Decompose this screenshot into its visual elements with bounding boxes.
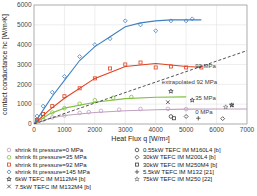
legend-label: 7.5kW TEFC IM M132M4 [b]	[15, 184, 91, 190]
line	[34, 51, 247, 124]
annotation: 35 MPa	[195, 95, 216, 101]
tick-label: 4000	[17, 41, 32, 48]
legend-marker	[135, 170, 139, 174]
grid-line	[34, 24, 247, 25]
point	[223, 105, 227, 109]
annotation: 0 MPa	[195, 109, 213, 115]
y-axis-label: contact conductance hc [W/m²K]	[1, 14, 9, 115]
legend-marker	[135, 155, 139, 159]
point	[124, 63, 127, 66]
legend-label: 5.5kW TEFC IM M132 [21]	[143, 169, 214, 175]
tick-label: 0	[32, 126, 36, 133]
point	[139, 61, 142, 64]
grid-line	[34, 104, 247, 105]
legend-label: shrink fit pressure=0 MPa	[15, 147, 84, 153]
annotation: 92 MPa	[195, 63, 216, 69]
legend-marker	[7, 148, 11, 152]
line	[34, 97, 186, 124]
chart: 0 1000 2000 3000 4000 5000 6000 7000 0 1000 2000 30…	[0, 0, 257, 196]
legend-label: shrink fit pressure=35 MPa	[15, 154, 87, 160]
legend-marker	[135, 163, 138, 166]
tick-label: 5000	[17, 21, 32, 28]
point	[123, 19, 127, 23]
grid-line	[34, 44, 247, 45]
tick-label: 6000	[209, 126, 224, 133]
tick-label: 1000	[17, 100, 32, 107]
point	[230, 103, 234, 107]
point	[172, 117, 175, 120]
plot-frame	[34, 5, 247, 124]
tick-label: 7000	[240, 126, 255, 133]
tick-label: 2000	[17, 81, 32, 88]
tick-label: 5000	[179, 126, 194, 133]
point	[190, 98, 194, 102]
tick-label: 2000	[88, 126, 103, 133]
tick-label: 0	[28, 120, 32, 127]
legend-marker	[7, 185, 11, 189]
tick-label: 3000	[118, 126, 133, 133]
point	[184, 114, 188, 118]
point	[78, 55, 82, 59]
point	[166, 100, 170, 104]
point	[169, 89, 173, 93]
line	[34, 20, 201, 124]
legend-label: shrink fit pressure=145 MPa	[15, 169, 91, 175]
point	[221, 117, 225, 121]
tick-label: 6000	[17, 1, 32, 8]
point	[196, 116, 200, 120]
legend-label: shrink fit pressure=92 MPa	[15, 162, 87, 168]
legend-label: 75kW TEFC IM M250 [22]	[143, 176, 213, 182]
legend-marker	[7, 177, 11, 181]
point	[154, 66, 157, 69]
legend-label: 0.55kW TEFC IM M160L4 [b]	[143, 147, 221, 153]
annotation: extrapolated 92 MPa	[162, 79, 218, 85]
tick-label: 1000	[57, 126, 72, 133]
legend-marker	[7, 170, 11, 174]
tick-label: 4000	[148, 126, 163, 133]
legend-marker	[7, 163, 10, 166]
legend-marker	[7, 156, 11, 160]
legend-label: 30kW TEFC IM M250M4 [b]	[143, 162, 218, 168]
background	[0, 0, 257, 196]
legend-label: 6kW TEFC IM M112M4 [b]	[15, 176, 86, 182]
legend-marker	[135, 148, 139, 152]
legend-label: 30kW TEFC IM M200L4 [b]	[143, 154, 216, 160]
point	[93, 98, 97, 102]
point	[111, 96, 115, 100]
legend: shrink fit pressure=0 MPashrink fit pres…	[7, 147, 221, 190]
x-axis-label: Heat Flux q [W/m²]	[111, 135, 169, 143]
legend-marker	[135, 177, 139, 181]
point	[230, 103, 234, 107]
axes: 0 1000 2000 3000 4000 5000 6000 7000 0 1000 2000 30…	[17, 1, 255, 133]
point	[154, 29, 158, 33]
point	[109, 67, 112, 70]
tick-label: 3000	[17, 61, 32, 68]
line	[34, 109, 247, 124]
data	[34, 17, 247, 124]
